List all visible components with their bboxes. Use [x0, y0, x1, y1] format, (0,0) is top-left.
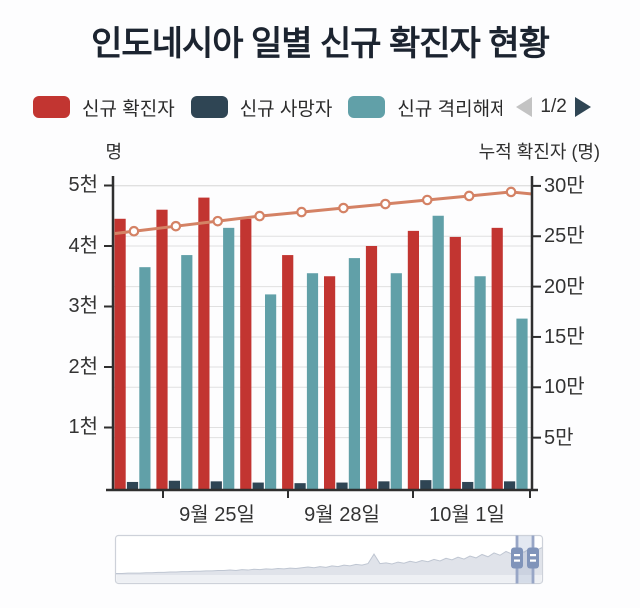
navigator-area	[116, 547, 542, 575]
bar-confirmed-7[interactable]	[407, 230, 419, 489]
cumulative-line	[112, 190, 533, 236]
left-tick-2000: 2천	[68, 356, 98, 378]
legend-label-confirmed: 신규 확진자	[82, 98, 175, 120]
navigator-bottom-strip	[116, 575, 542, 583]
bar-deaths-7[interactable]	[420, 480, 432, 489]
legend-label-deaths: 신규 사망자	[239, 98, 333, 120]
bar-deaths-5[interactable]	[336, 482, 348, 489]
legend-swatch-released-icon	[348, 96, 386, 118]
handle-grip-line	[514, 554, 520, 557]
bar-confirmed-3[interactable]	[240, 218, 252, 489]
bar-deaths-9[interactable]	[504, 481, 516, 489]
bar-confirmed-5[interactable]	[324, 276, 336, 489]
right-tick-200k: 20만	[544, 276, 585, 298]
right-axis-title: 누적 확진자 (명)	[478, 142, 600, 162]
bar-released-3[interactable]	[265, 294, 277, 489]
handle-grip-line	[530, 559, 536, 562]
datazoom-handle-right-icon[interactable]	[527, 547, 539, 569]
left-axis-title: 명	[105, 142, 122, 162]
handle-grip-line	[514, 559, 520, 562]
legend-swatch-deaths-icon	[190, 96, 228, 118]
pager-next-icon[interactable]	[574, 97, 591, 117]
line-marker-0[interactable]	[128, 225, 140, 237]
bar-deaths-0[interactable]	[126, 481, 139, 489]
bar-released-9[interactable]	[516, 318, 528, 489]
pager-prev-icon[interactable]	[516, 97, 533, 117]
bar-deaths-4[interactable]	[294, 483, 306, 489]
bar-released-0[interactable]	[139, 267, 151, 489]
legend-item-confirmed[interactable]: 신규 확진자	[33, 94, 175, 121]
bar-released-5[interactable]	[348, 258, 360, 489]
legend-item-deaths[interactable]: 신규 사망자	[190, 94, 333, 121]
bar-deaths-1[interactable]	[168, 480, 180, 489]
bar-deaths-6[interactable]	[378, 481, 390, 489]
bar-confirmed-9[interactable]	[491, 227, 503, 489]
line-marker-4[interactable]	[296, 206, 307, 218]
left-tick-4000: 4천	[68, 235, 98, 257]
left-tick-1000: 1천	[68, 416, 98, 438]
bar-confirmed-4[interactable]	[282, 255, 294, 489]
right-tick-100k: 10만	[544, 376, 585, 398]
bar-confirmed-8[interactable]	[449, 236, 461, 489]
legend-swatch-confirmed-icon	[33, 96, 70, 118]
handle-grip-line	[530, 554, 536, 557]
bar-deaths-8[interactable]	[462, 481, 474, 489]
line-marker-2[interactable]	[212, 215, 224, 227]
bar-deaths-2[interactable]	[210, 481, 222, 489]
bar-confirmed-6[interactable]	[365, 246, 378, 489]
bar-released-6[interactable]	[390, 273, 402, 489]
bar-released-8[interactable]	[474, 276, 486, 489]
x-tick-sep25: 9월 25일	[179, 504, 255, 526]
legend-label-released: 신규 격리해제	[397, 98, 503, 120]
pager-text: 1/2	[540, 96, 567, 117]
x-tick-oct1: 10월 1일	[429, 504, 505, 526]
bar-confirmed-0[interactable]	[114, 218, 126, 489]
x-tick-sep28: 9월 28일	[304, 504, 380, 526]
bar-released-1[interactable]	[181, 255, 193, 489]
bar-released-4[interactable]	[306, 273, 319, 489]
legend: 신규 확진자 신규 사망자 신규 격리해제 1/2	[33, 94, 591, 120]
line-marker-9[interactable]	[505, 186, 517, 198]
line-marker-8[interactable]	[463, 190, 475, 202]
line-marker-6[interactable]	[380, 198, 391, 210]
datazoom-handle-left-icon[interactable]	[511, 547, 523, 569]
line-marker-7[interactable]	[421, 194, 433, 206]
right-tick-150k: 15만	[544, 326, 585, 348]
navigator-area-line	[116, 547, 543, 574]
bar-released-7[interactable]	[432, 215, 444, 489]
right-tick-300k: 30만	[544, 175, 585, 197]
line-marker-3[interactable]	[254, 210, 265, 222]
line-marker-1[interactable]	[170, 220, 182, 232]
page-title: 인도네시아 일별 신규 확진자 현황	[91, 25, 550, 63]
bar-deaths-3[interactable]	[252, 482, 264, 489]
bar-confirmed-2[interactable]	[198, 197, 210, 489]
line-marker-5[interactable]	[338, 202, 349, 214]
right-tick-250k: 25만	[544, 225, 585, 247]
right-tick-50k: 5만	[544, 427, 574, 449]
left-tick-3000: 3천	[68, 295, 98, 317]
legend-item-released[interactable]: 신규 격리해제	[348, 94, 502, 121]
legend-pager: 1/2	[516, 96, 591, 118]
bar-confirmed-1[interactable]	[156, 209, 168, 489]
bar-released-2[interactable]	[223, 227, 235, 489]
left-tick-5000: 5천	[68, 174, 98, 196]
